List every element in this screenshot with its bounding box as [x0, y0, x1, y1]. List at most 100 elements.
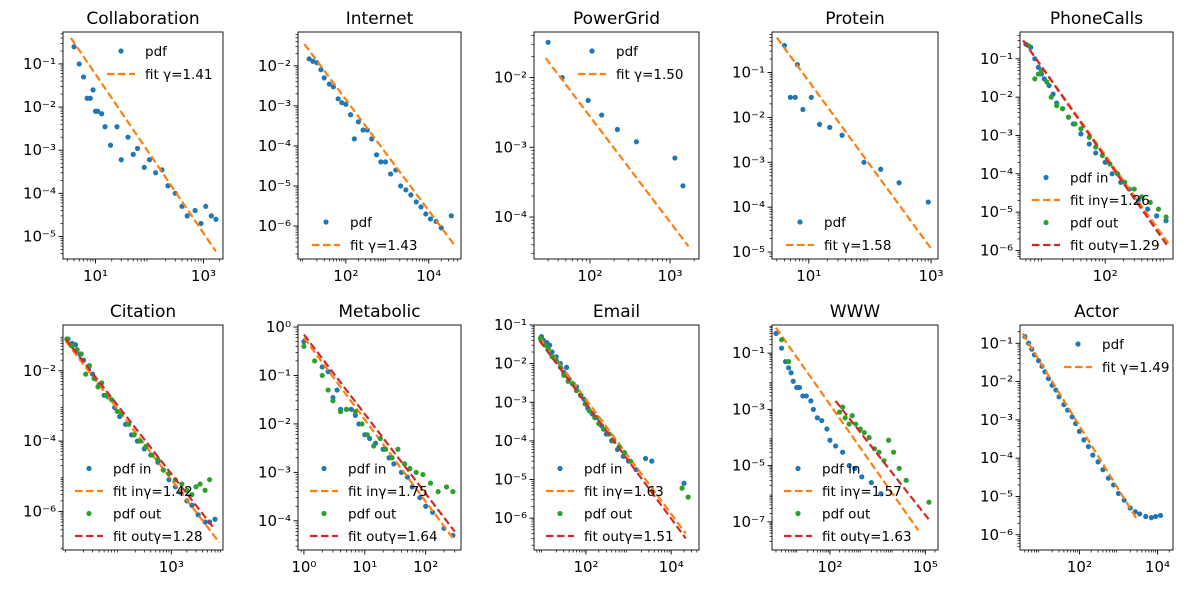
data-point	[585, 97, 591, 104]
data-point	[836, 409, 843, 415]
data-point	[335, 96, 341, 102]
data-point	[1137, 511, 1143, 517]
legend: pdf fit γ=1.43	[312, 215, 417, 254]
data-point	[839, 132, 845, 138]
y-tick-label: 10⁻²	[258, 57, 291, 75]
data-point	[355, 119, 361, 125]
data-point	[78, 351, 84, 357]
legend-marker-swatch	[86, 510, 92, 517]
fit-line	[538, 339, 687, 540]
legend-label: fit inγ=1.57	[822, 484, 902, 500]
axes-frame	[1019, 324, 1174, 551]
y-tick-label: 10⁻³	[980, 126, 1013, 144]
subplot-title: Email	[593, 302, 640, 322]
subplot-internet: 10² 10⁴ 10⁻⁶ 10⁻⁵ 10⁻⁴ 10⁻³ 10⁻² Internet pdf fit…	[258, 9, 462, 285]
data-point	[788, 370, 794, 376]
data-point	[852, 465, 858, 471]
fit-line	[775, 36, 932, 250]
axes-frame	[1019, 31, 1174, 260]
data-point	[202, 487, 208, 493]
legend-label: pdf in	[348, 462, 387, 478]
data-point	[343, 406, 350, 412]
legend-label: fit γ=1.43	[350, 238, 417, 254]
data-point	[840, 449, 846, 455]
data-point	[846, 421, 852, 427]
y-tick-label: 10⁻³	[258, 97, 291, 115]
data-point	[395, 446, 401, 452]
data-point	[1163, 218, 1169, 224]
y-tick-label: 10⁻²	[258, 415, 291, 433]
data-point	[890, 449, 897, 455]
x-tick-label: 10¹	[83, 267, 108, 285]
subplot-title: PowerGrid	[573, 9, 660, 29]
y-tick-label: 10⁻⁴	[980, 165, 1013, 183]
data-point	[1090, 452, 1096, 458]
data-point	[408, 192, 414, 198]
data-point	[107, 142, 114, 148]
subplot-title: Metabolic	[338, 302, 420, 322]
data-point	[787, 94, 793, 100]
data-point	[586, 408, 592, 414]
data-point	[672, 155, 678, 161]
data-point	[1085, 444, 1092, 450]
data-point	[800, 106, 806, 113]
subplot-www: 10² 10⁵ 10⁻⁷ 10⁻⁵ 10⁻³ 10⁻¹ WWW pdf in fit inγ=1…	[732, 302, 939, 576]
legend-marker-swatch	[321, 510, 327, 517]
x-tick-label: 10²	[1093, 267, 1118, 285]
legend-label: pdf	[145, 44, 168, 60]
y-tick-label: 10⁰	[266, 318, 291, 336]
x-tick-label: 10¹	[796, 267, 821, 285]
data-point	[803, 393, 809, 399]
data-point	[373, 152, 380, 158]
data-point	[824, 426, 830, 432]
legend: pdf fit γ=1.41	[107, 44, 212, 83]
data-point	[1086, 141, 1092, 147]
axes-frame	[533, 324, 700, 551]
data-point	[347, 112, 354, 118]
legend-marker-swatch	[323, 219, 329, 225]
data-point	[378, 159, 384, 165]
y-tick-label: 10⁻⁴	[23, 432, 56, 450]
data-point	[348, 406, 354, 412]
legend-marker-swatch	[557, 465, 563, 472]
y-tick-label: 10⁻⁴	[732, 198, 765, 216]
legend-label: fit outγ=1.63	[822, 529, 912, 545]
subplot-actor: 10² 10⁴ 10⁻⁶ 10⁻⁵ 10⁻⁴ 10⁻³ 10⁻² 10⁻¹ Actor pdf fi…	[980, 302, 1174, 576]
legend: pdf in fit inγ=1.63 pdf out fit outγ=1.51	[546, 462, 674, 545]
data-point	[627, 458, 633, 464]
legend-label: pdf	[350, 215, 373, 231]
y-tick-label: 10⁻¹	[732, 344, 765, 362]
data-point	[827, 437, 833, 443]
data-point	[413, 469, 419, 475]
legend-label: pdf	[616, 44, 639, 60]
data-point	[896, 180, 902, 186]
data-point	[808, 94, 814, 100]
y-tick-label: 10⁻⁶	[980, 526, 1013, 544]
y-tick-label: 10⁻⁷	[732, 513, 765, 531]
data-point	[352, 408, 358, 415]
data-point	[71, 44, 77, 50]
data-point	[1078, 131, 1084, 137]
data-point	[1122, 179, 1128, 185]
legend-label: pdf in	[584, 462, 623, 478]
data-point	[1069, 414, 1075, 420]
legend-label: pdf out	[113, 507, 161, 523]
data-point	[184, 213, 190, 219]
data-point	[685, 494, 691, 500]
y-tick-label: 10⁻⁶	[980, 241, 1013, 259]
x-tick-label: 10²	[577, 267, 602, 285]
data-point	[413, 199, 419, 205]
data-point	[435, 489, 441, 495]
y-tick-label: 10⁻⁴	[23, 184, 56, 202]
data-point	[193, 484, 199, 490]
legend-label: pdf out	[1070, 216, 1118, 232]
data-point	[564, 364, 570, 370]
x-tick-label: 10⁴	[1145, 558, 1170, 576]
data-point	[114, 124, 120, 130]
data-point	[351, 136, 357, 142]
data-point	[325, 387, 331, 393]
subplot-title: Collaboration	[86, 9, 199, 29]
x-tick-label: 10⁵	[913, 558, 938, 576]
legend-marker-swatch	[795, 465, 801, 472]
